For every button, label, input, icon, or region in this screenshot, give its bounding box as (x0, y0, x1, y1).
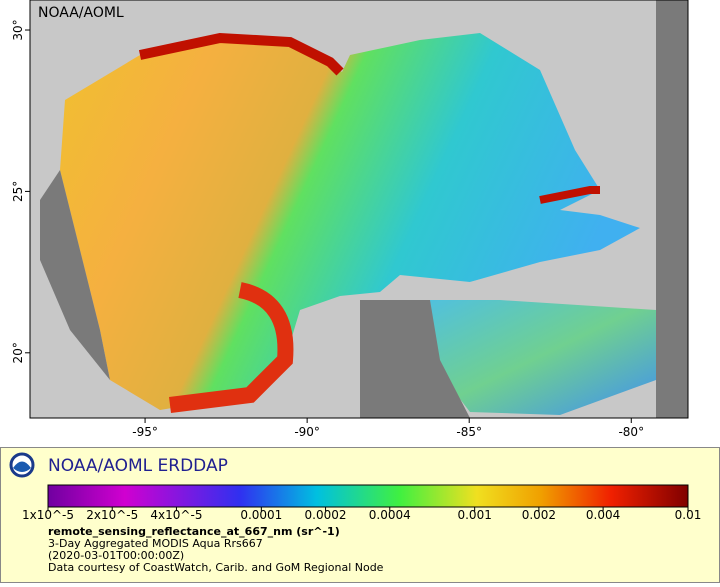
caption-line: (2020-03-01T00:00:00Z) (48, 549, 184, 562)
caption-line: 3-Day Aggregated MODIS Aqua Rrs667 (48, 537, 263, 550)
x-tick-label: -80° (618, 425, 644, 439)
colorbar-tick-label: 0.002 (522, 508, 556, 522)
legend-panel (0, 447, 720, 583)
logo (9, 452, 35, 478)
variable-label: remote_sensing_reflectance_at_667_nm (sr… (48, 525, 340, 538)
colorbar-tick-label: 0.01 (675, 508, 702, 522)
caribbean-waters (420, 300, 656, 415)
colorbar (47, 484, 689, 508)
map-area: NOAA/AOML (29, 0, 689, 419)
no-data-patch (40, 170, 110, 380)
colorbar-tick-label: 4x10^-5 (150, 508, 202, 522)
x-tick-label: -95° (132, 425, 158, 439)
colorbar-tick-label: 0.0001 (240, 508, 282, 522)
y-tick-label: 30° (11, 19, 25, 40)
x-tick-label: -90° (294, 425, 320, 439)
colorbar-tick-label: 0.004 (586, 508, 620, 522)
y-tick-label: 20° (11, 342, 25, 363)
coastal-band (539, 186, 600, 204)
x-tick-label: -85° (456, 425, 482, 439)
legend-title: NOAA/AOML ERDDAP (48, 456, 228, 476)
colorbar-tick-label: 0.0002 (305, 508, 347, 522)
colorbar-tick-label: 2x10^-5 (86, 508, 138, 522)
coastal-band (169, 282, 294, 413)
y-tick-label: 25° (11, 181, 25, 202)
logo-wave (13, 461, 31, 472)
coastal-band (138, 32, 344, 76)
colorbar-tick-label: 0.001 (457, 508, 491, 522)
cuba (470, 270, 650, 305)
no-data-area (656, 0, 688, 418)
map-frame (29, 0, 689, 419)
colorbar-tick-label: 0.0004 (369, 508, 411, 522)
colorbar-tick-label: 1x10^-5 (22, 508, 74, 522)
gulf-waters (60, 33, 640, 410)
caption-line: Data courtesy of CoastWatch, Carib. and … (48, 561, 384, 574)
no-data-patch (360, 300, 470, 418)
map-label: NOAA/AOML (38, 5, 124, 21)
